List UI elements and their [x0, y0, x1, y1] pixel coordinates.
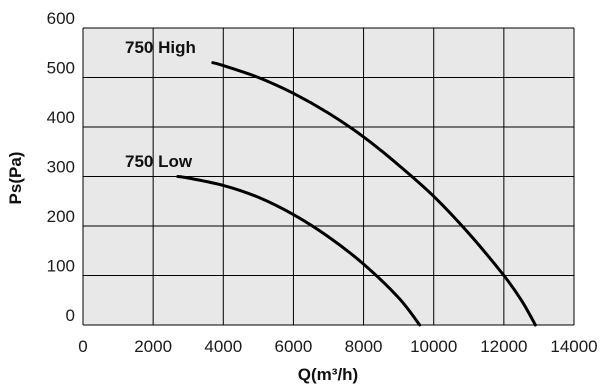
- y-tick-label: 500: [47, 59, 75, 78]
- x-tick-label: 4000: [204, 337, 242, 356]
- x-axis-ticks: 0 2000 4000 6000 8000 10000 12000 14000: [78, 337, 597, 356]
- y-axis-ticks: 0 100 200 300 400 500 600: [47, 9, 75, 325]
- y-tick-label: 0: [66, 306, 75, 325]
- y-tick-label: 300: [47, 158, 75, 177]
- series-label-750-low: 750 Low: [125, 152, 193, 171]
- series-line-750-low: [176, 175, 422, 327]
- x-tick-label: 10000: [410, 337, 457, 356]
- x-tick-label: 12000: [480, 337, 527, 356]
- series-label-750-high: 750 High: [125, 38, 196, 57]
- y-axis-title: Ps(Pa): [6, 152, 25, 205]
- series-line-750-high: [211, 61, 537, 327]
- grid: [82, 27, 575, 326]
- y-tick-label: 100: [47, 257, 75, 276]
- y-tick-label: 200: [47, 207, 75, 226]
- x-tick-label: 2000: [134, 337, 172, 356]
- y-tick-label: 600: [47, 9, 75, 28]
- x-tick-label: 14000: [550, 337, 597, 356]
- y-tick-label: 400: [47, 108, 75, 127]
- x-tick-label: 6000: [275, 337, 313, 356]
- x-tick-label: 0: [78, 337, 87, 356]
- x-axis-title: Q(m³/h): [298, 365, 358, 384]
- series-group: [176, 61, 537, 327]
- x-tick-label: 8000: [345, 337, 383, 356]
